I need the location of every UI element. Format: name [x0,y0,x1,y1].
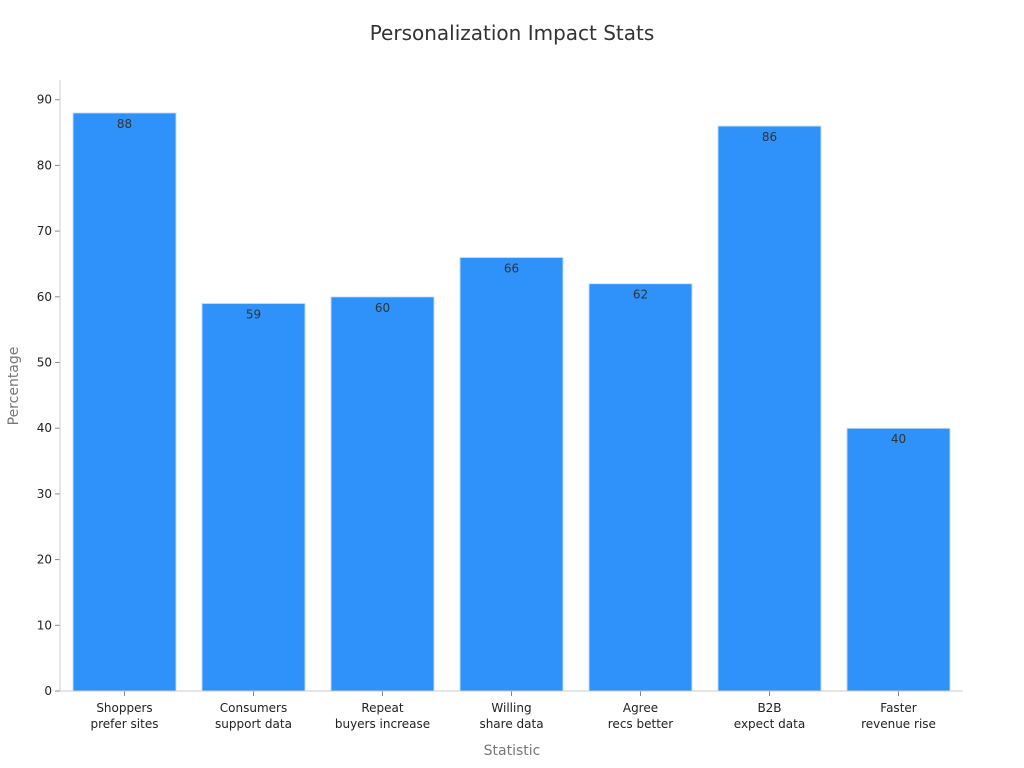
y-tick-label: 50 [37,356,52,370]
y-tick-label: 10 [37,618,52,632]
x-tick-label: recs better [608,717,674,731]
x-tick-label: support data [215,717,292,731]
bar [201,302,306,692]
y-tick-label: 90 [37,93,52,107]
bar [330,296,435,692]
bar [72,112,177,692]
bar-value-label: 60 [375,301,390,315]
bar [588,283,693,692]
bar [717,125,822,692]
x-axis: Shoppers prefer sites Consumers support dat… [91,691,936,731]
bar-value-label: 59 [246,307,261,321]
x-tick-label: share data [479,717,543,731]
bar-value-label: 40 [891,432,906,446]
bar-value-label: 88 [117,117,132,131]
x-axis-title: Statistic [484,743,541,759]
x-tick-label: Agree [623,701,658,715]
x-tick-label: Faster [880,701,916,715]
x-tick-label: prefer sites [91,717,159,731]
y-tick-label: 60 [37,290,52,304]
y-tick-label: 20 [37,553,52,567]
bar-value-label: 66 [504,261,519,275]
x-tick-label: revenue rise [861,717,936,731]
x-tick-label: Repeat [361,701,404,715]
y-tick-label: 70 [37,224,52,238]
bar [459,256,564,692]
x-tick-label: buyers increase [335,717,430,731]
bar-value-label: 62 [633,288,648,302]
y-tick-label: 80 [37,158,52,172]
y-tick-label: 0 [44,684,52,698]
bars-group: 88 59 60 66 62 86 40 [72,112,951,692]
x-tick-label: Consumers [220,701,287,715]
y-axis-title: Percentage [6,347,22,426]
y-tick-label: 40 [37,421,52,435]
x-tick-label: B2B [757,701,781,715]
chart-title: Personalization Impact Stats [370,21,655,45]
y-axis: 0 10 20 30 40 50 60 70 80 90 [37,93,60,698]
bar [846,427,951,692]
x-tick-label: Shoppers [96,701,152,715]
bar-value-label: 86 [762,130,777,144]
x-tick-label: Willing [491,701,531,715]
x-tick-label: expect data [734,717,805,731]
y-tick-label: 30 [37,487,52,501]
